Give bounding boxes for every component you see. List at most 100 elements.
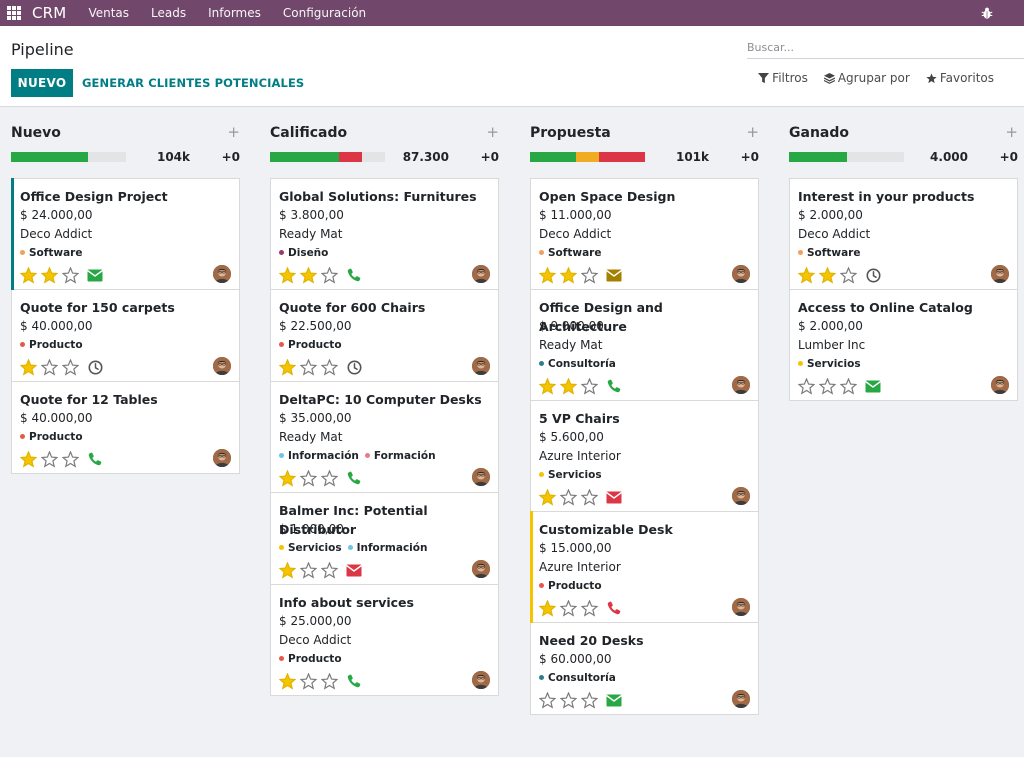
phone-icon[interactable] bbox=[346, 470, 362, 486]
column-title[interactable]: Ganado bbox=[789, 125, 849, 141]
progress-segment[interactable] bbox=[599, 152, 645, 162]
priority-star-icon[interactable] bbox=[321, 672, 338, 690]
column-title[interactable]: Calificado bbox=[270, 125, 348, 141]
priority-star-icon[interactable] bbox=[581, 691, 598, 709]
priority-star-icon[interactable] bbox=[539, 266, 556, 284]
priority-star-icon[interactable] bbox=[798, 377, 815, 395]
kanban-card[interactable]: Quote for 12 Tables $ 40.000,00 Producto bbox=[12, 382, 239, 473]
avatar[interactable] bbox=[472, 671, 490, 689]
group-by-toggle[interactable]: Agrupar por bbox=[823, 71, 910, 85]
clock-icon[interactable] bbox=[346, 359, 362, 375]
priority-star-icon[interactable] bbox=[798, 266, 815, 284]
generate-leads-button[interactable]: GENERAR CLIENTES POTENCIALES bbox=[82, 76, 305, 90]
menu-leads[interactable]: Leads bbox=[151, 6, 187, 20]
kanban-card[interactable]: Need 20 Desks $ 60.000,00 Consultoría bbox=[531, 623, 758, 714]
priority-star-icon[interactable] bbox=[41, 358, 58, 376]
priority-star-icon[interactable] bbox=[581, 266, 598, 284]
priority-star-icon[interactable] bbox=[300, 469, 317, 487]
avatar[interactable] bbox=[732, 376, 750, 394]
clock-icon[interactable] bbox=[865, 267, 881, 283]
envelope-icon[interactable] bbox=[606, 692, 622, 708]
menu-ventas[interactable]: Ventas bbox=[88, 6, 130, 20]
phone-icon[interactable] bbox=[346, 673, 362, 689]
priority-star-icon[interactable] bbox=[321, 469, 338, 487]
progress-segment[interactable] bbox=[270, 152, 339, 162]
priority-star-icon[interactable] bbox=[62, 358, 79, 376]
priority-star-icon[interactable] bbox=[300, 561, 317, 579]
priority-star-icon[interactable] bbox=[41, 450, 58, 468]
priority-star-icon[interactable] bbox=[581, 488, 598, 506]
column-progress-bar[interactable] bbox=[11, 152, 126, 162]
priority-star-icon[interactable] bbox=[539, 691, 556, 709]
progress-segment[interactable] bbox=[339, 152, 362, 162]
kanban-card[interactable]: Quote for 600 Chairs $ 22.500,00 Producto bbox=[271, 290, 498, 382]
priority-star-icon[interactable] bbox=[560, 488, 577, 506]
envelope-icon[interactable] bbox=[606, 489, 622, 505]
kanban-card[interactable]: Open Space Design $ 11.000,00 Deco Addict S… bbox=[531, 179, 758, 290]
priority-star-icon[interactable] bbox=[300, 672, 317, 690]
avatar[interactable] bbox=[472, 560, 490, 578]
kanban-card[interactable]: 5 VP Chairs $ 5.600,00 Azure Interior Servi… bbox=[531, 401, 758, 512]
column-progress-bar[interactable] bbox=[530, 152, 645, 162]
priority-star-icon[interactable] bbox=[20, 358, 37, 376]
menu-informes[interactable]: Informes bbox=[208, 6, 261, 20]
column-title[interactable]: Propuesta bbox=[530, 125, 611, 141]
priority-star-icon[interactable] bbox=[62, 266, 79, 284]
priority-star-icon[interactable] bbox=[581, 377, 598, 395]
quick-create-icon[interactable]: + bbox=[227, 123, 240, 141]
kanban-card[interactable]: Quote for 150 carpets $ 40.000,00 Producto bbox=[12, 290, 239, 382]
priority-star-icon[interactable] bbox=[539, 377, 556, 395]
avatar[interactable] bbox=[472, 265, 490, 283]
kanban-card[interactable]: Office Design Project $ 24.000,00 Deco Add… bbox=[11, 178, 239, 290]
kanban-card[interactable]: Info about services $ 25.000,00 Deco Addic… bbox=[271, 585, 498, 695]
phone-icon[interactable] bbox=[87, 451, 103, 467]
priority-star-icon[interactable] bbox=[560, 691, 577, 709]
favorites-toggle[interactable]: Favoritos bbox=[926, 71, 994, 85]
avatar[interactable] bbox=[213, 449, 231, 467]
priority-star-icon[interactable] bbox=[279, 469, 296, 487]
column-progress-bar[interactable] bbox=[789, 152, 904, 162]
kanban-card[interactable]: Customizable Desk $ 15.000,00 Azure Interi… bbox=[530, 511, 758, 623]
priority-star-icon[interactable] bbox=[300, 358, 317, 376]
progress-segment[interactable] bbox=[576, 152, 599, 162]
kanban-card[interactable]: Office Design and Architecture $ 9.000,00… bbox=[531, 290, 758, 401]
filters-toggle[interactable]: Filtros bbox=[758, 71, 808, 85]
phone-icon[interactable] bbox=[606, 600, 622, 616]
envelope-icon[interactable] bbox=[865, 378, 881, 394]
kanban-card[interactable]: Interest in your products $ 2.000,00 Deco … bbox=[790, 179, 1017, 290]
priority-star-icon[interactable] bbox=[840, 377, 857, 395]
priority-star-icon[interactable] bbox=[279, 266, 296, 284]
new-button[interactable]: NUEVO bbox=[11, 69, 73, 97]
progress-segment[interactable] bbox=[11, 152, 89, 162]
kanban-card[interactable]: Global Solutions: Furnitures $ 3.800,00 Re… bbox=[271, 179, 498, 290]
priority-star-icon[interactable] bbox=[300, 266, 317, 284]
phone-icon[interactable] bbox=[606, 378, 622, 394]
priority-star-icon[interactable] bbox=[819, 377, 836, 395]
priority-star-icon[interactable] bbox=[279, 672, 296, 690]
priority-star-icon[interactable] bbox=[539, 599, 556, 617]
quick-create-icon[interactable]: + bbox=[746, 123, 759, 141]
apps-grid-icon[interactable] bbox=[7, 6, 21, 20]
priority-star-icon[interactable] bbox=[539, 488, 556, 506]
search-input[interactable]: Buscar... bbox=[747, 39, 1024, 59]
priority-star-icon[interactable] bbox=[20, 450, 37, 468]
column-title[interactable]: Nuevo bbox=[11, 125, 61, 141]
kanban-card[interactable]: DeltaPC: 10 Computer Desks $ 35.000,00 Rea… bbox=[271, 382, 498, 493]
priority-star-icon[interactable] bbox=[321, 561, 338, 579]
avatar[interactable] bbox=[732, 265, 750, 283]
envelope-icon[interactable] bbox=[606, 267, 622, 283]
bug-icon[interactable] bbox=[980, 6, 994, 20]
quick-create-icon[interactable]: + bbox=[1005, 123, 1018, 141]
avatar[interactable] bbox=[213, 357, 231, 375]
avatar[interactable] bbox=[732, 487, 750, 505]
progress-segment[interactable] bbox=[789, 152, 847, 162]
avatar[interactable] bbox=[991, 376, 1009, 394]
priority-star-icon[interactable] bbox=[819, 266, 836, 284]
quick-create-icon[interactable]: + bbox=[486, 123, 499, 141]
priority-star-icon[interactable] bbox=[279, 358, 296, 376]
clock-icon[interactable] bbox=[87, 359, 103, 375]
avatar[interactable] bbox=[732, 690, 750, 708]
priority-star-icon[interactable] bbox=[560, 266, 577, 284]
kanban-card[interactable]: Access to Online Catalog $ 2.000,00 Lumber… bbox=[790, 290, 1017, 400]
priority-star-icon[interactable] bbox=[62, 450, 79, 468]
